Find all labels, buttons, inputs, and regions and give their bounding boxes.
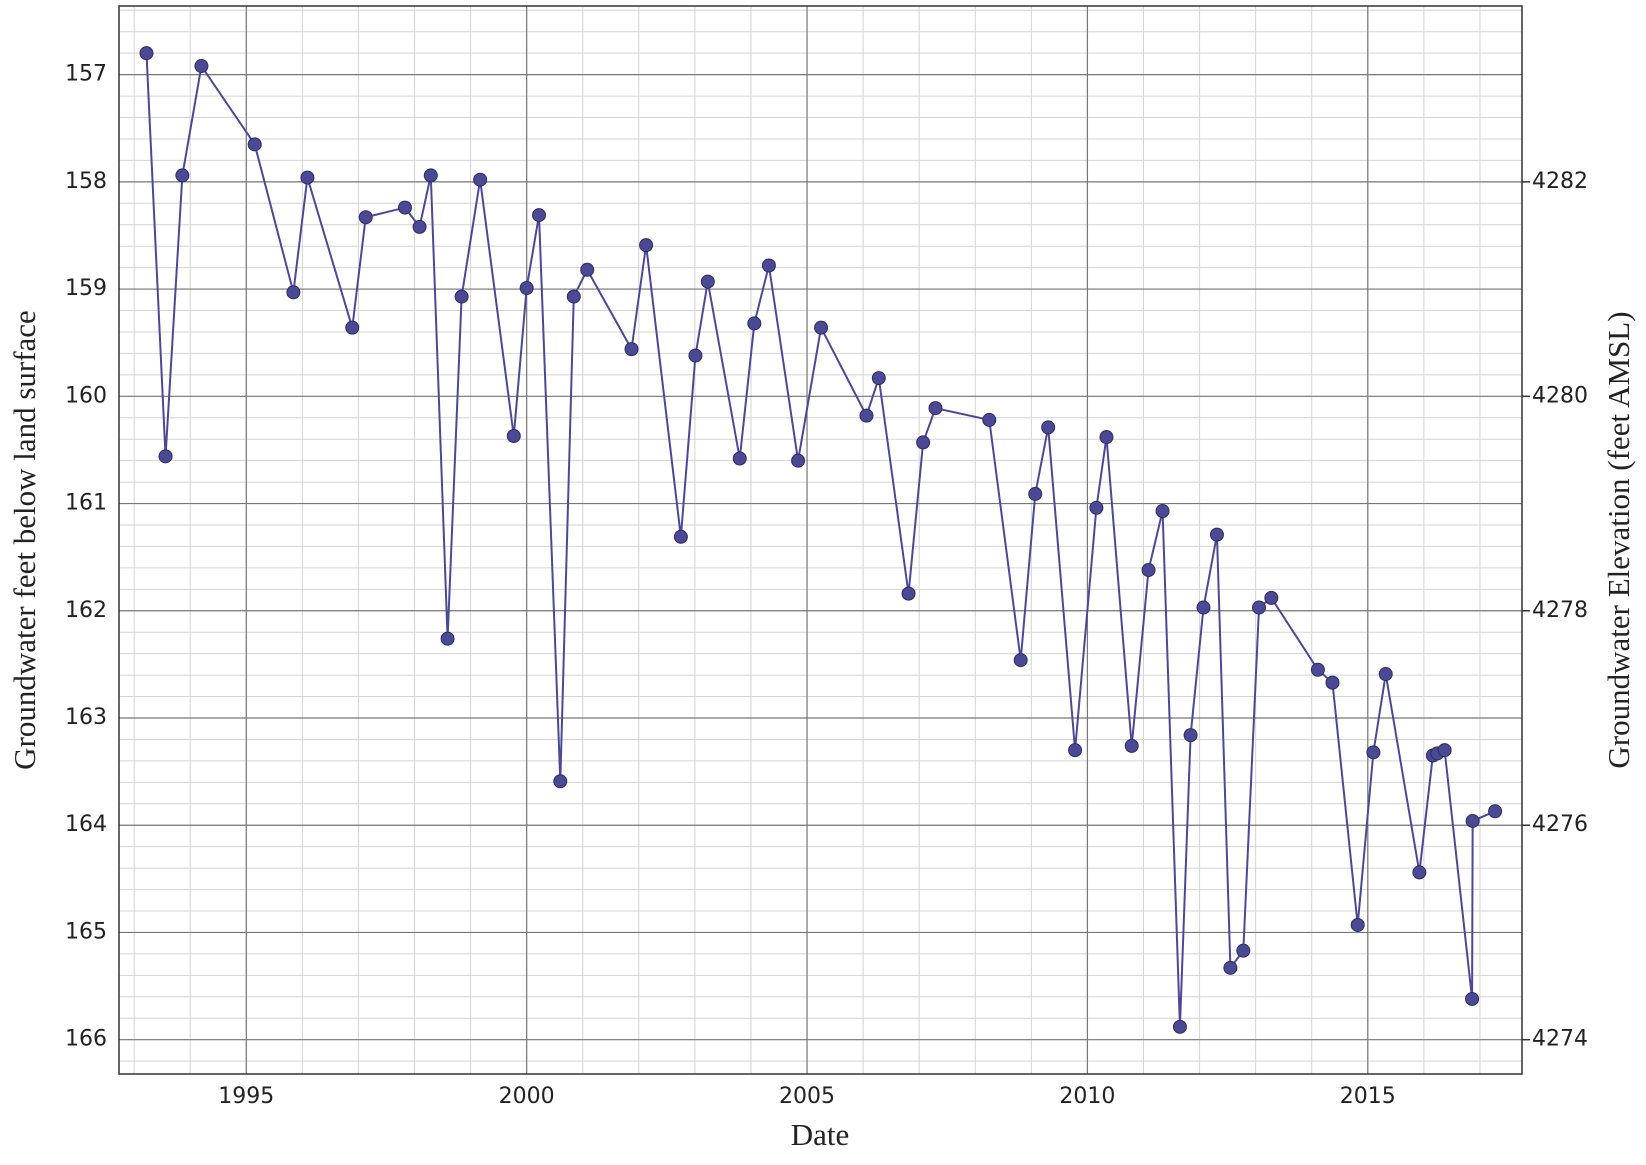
series-line [145,53,1496,1027]
x-tick-label: 1995 [218,1084,274,1109]
data-point [1089,500,1104,515]
data-point [1172,1019,1187,1034]
data-point [532,208,547,223]
data-point [566,289,581,304]
data-point [423,168,438,183]
y-tick-label: 162 [65,598,107,623]
data-point [761,258,776,273]
data-point [732,451,747,466]
x-tick-label: 2000 [499,1084,555,1109]
data-point [286,285,301,300]
data-point [859,408,874,423]
y2-tick-label: 4278 [1532,598,1588,623]
data-point [928,401,943,416]
y-tick-label: 166 [65,1027,107,1052]
data-point [871,371,886,386]
data-point [300,170,315,185]
y-tick-label: 161 [65,491,107,516]
data-point [1183,728,1198,743]
data-point [1124,738,1139,753]
y2-tick-label: 4282 [1532,169,1588,194]
y-tick-label: 163 [65,705,107,730]
data-point [688,348,703,363]
data-point [1236,943,1251,958]
data-point [247,137,262,152]
data-point [345,320,360,335]
data-point [580,262,595,277]
y-tick-label: 165 [65,919,107,944]
data-point [1155,504,1170,519]
data-point [700,274,715,289]
data-point [1041,420,1056,435]
data-point [454,289,469,304]
y-tick-label: 164 [65,812,107,837]
data-point [814,320,829,335]
data-point [1013,653,1028,668]
data-point [139,46,154,61]
x-tick-label: 2010 [1059,1084,1115,1109]
x-axis-title: Date [791,1117,850,1152]
y2-axis-title: Groundwater Elevation (feet AMSL) [1601,311,1636,768]
data-point [506,428,521,443]
data-point [747,316,762,331]
data-point [1465,813,1480,828]
data-point [1099,430,1114,445]
data-point [519,281,534,296]
data-point [791,453,806,468]
data-point [1310,662,1325,677]
x-tick-label: 2015 [1340,1084,1396,1109]
data-point [1028,486,1043,501]
data-point [1366,745,1381,760]
data-point [1223,960,1238,975]
data-point [397,200,412,215]
data-point [673,529,688,544]
data-point [1196,600,1211,615]
data-point [639,238,654,253]
data-point [982,412,997,427]
y2-tick-label: 4280 [1532,383,1588,408]
data-point [1209,527,1224,542]
data-point [1465,991,1480,1006]
data-point [440,631,455,646]
data-point [1325,675,1340,690]
data-point [1378,667,1393,682]
grid [119,6,1522,1074]
plot-frame [118,5,1523,1075]
data-point [1437,743,1452,758]
data-point [175,168,190,183]
data-point [916,435,931,450]
data-point [901,586,916,601]
data-point [1488,804,1503,819]
data-point [194,59,209,74]
data-point [158,449,173,464]
data-point [473,172,488,187]
y-axis-title: Groundwater feet below land surface [7,310,42,770]
x-tick-label: 2005 [779,1084,835,1109]
y2-tick-label: 4274 [1532,1027,1588,1052]
data-point [1252,600,1267,615]
data-point [1412,865,1427,880]
data-point [553,774,568,789]
y-tick-label: 158 [65,169,107,194]
data-point [624,342,639,357]
data-point [1068,743,1083,758]
data-point [1264,590,1279,605]
data-point [412,219,427,234]
y-tick-label: 160 [65,383,107,408]
data-point [358,210,373,225]
y-tick-label: 159 [65,276,107,301]
data-point [1350,917,1365,932]
y-tick-label: 157 [65,62,107,87]
data-point [1141,563,1156,578]
y2-tick-label: 4276 [1532,812,1588,837]
